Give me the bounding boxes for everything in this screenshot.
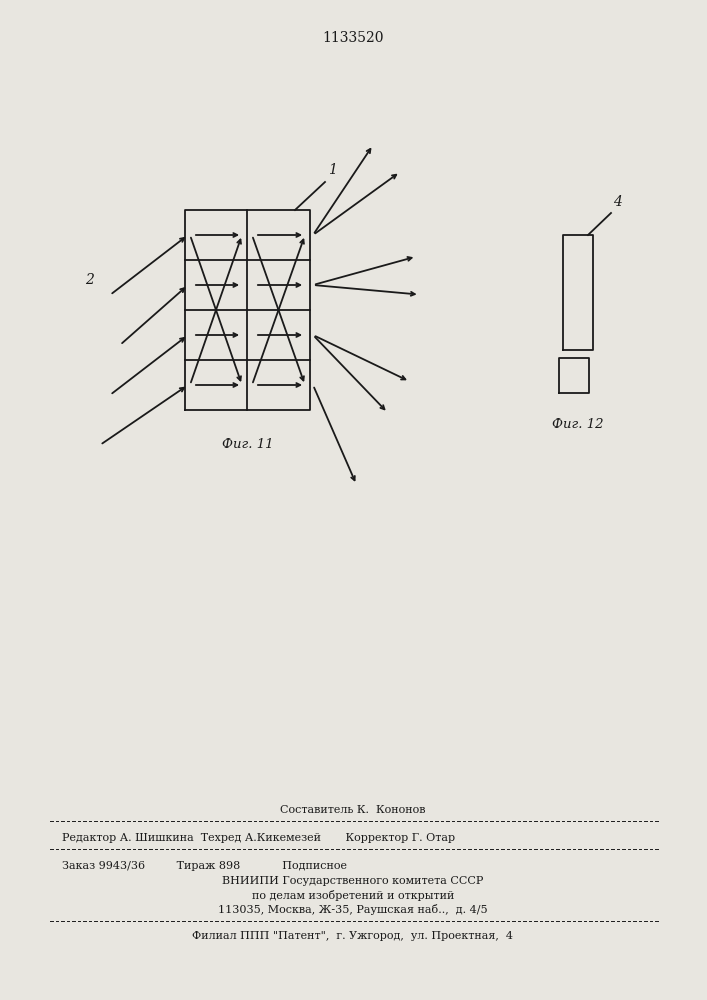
Text: 113035, Москва, Ж-35, Раушская наб..,  д. 4/5: 113035, Москва, Ж-35, Раушская наб.., д.… [218, 904, 488, 915]
Text: Филиал ППП "Патент",  г. Ужгород,  ул. Проектная,  4: Филиал ППП "Патент", г. Ужгород, ул. Про… [192, 931, 513, 941]
Text: ВНИИПИ Государственного комитета СССР: ВНИИПИ Государственного комитета СССР [222, 876, 484, 886]
Text: Редактор А. Шишкина  Техред А.Кикемезей       Корректор Г. Отар: Редактор А. Шишкина Техред А.Кикемезей К… [62, 833, 455, 843]
Text: 4: 4 [613, 195, 622, 209]
Text: 1133520: 1133520 [322, 31, 384, 45]
Text: Фиг. 12: Фиг. 12 [552, 418, 604, 431]
Text: по делам изобретений и открытий: по делам изобретений и открытий [252, 890, 454, 901]
Text: 2: 2 [85, 273, 94, 287]
Text: Заказ 9943/36         Тираж 898            Подписное: Заказ 9943/36 Тираж 898 Подписное [62, 861, 347, 871]
Text: Составитель К.  Кононов: Составитель К. Кононов [280, 805, 426, 815]
Text: Фиг. 11: Фиг. 11 [222, 438, 273, 451]
Text: 1: 1 [328, 163, 337, 177]
